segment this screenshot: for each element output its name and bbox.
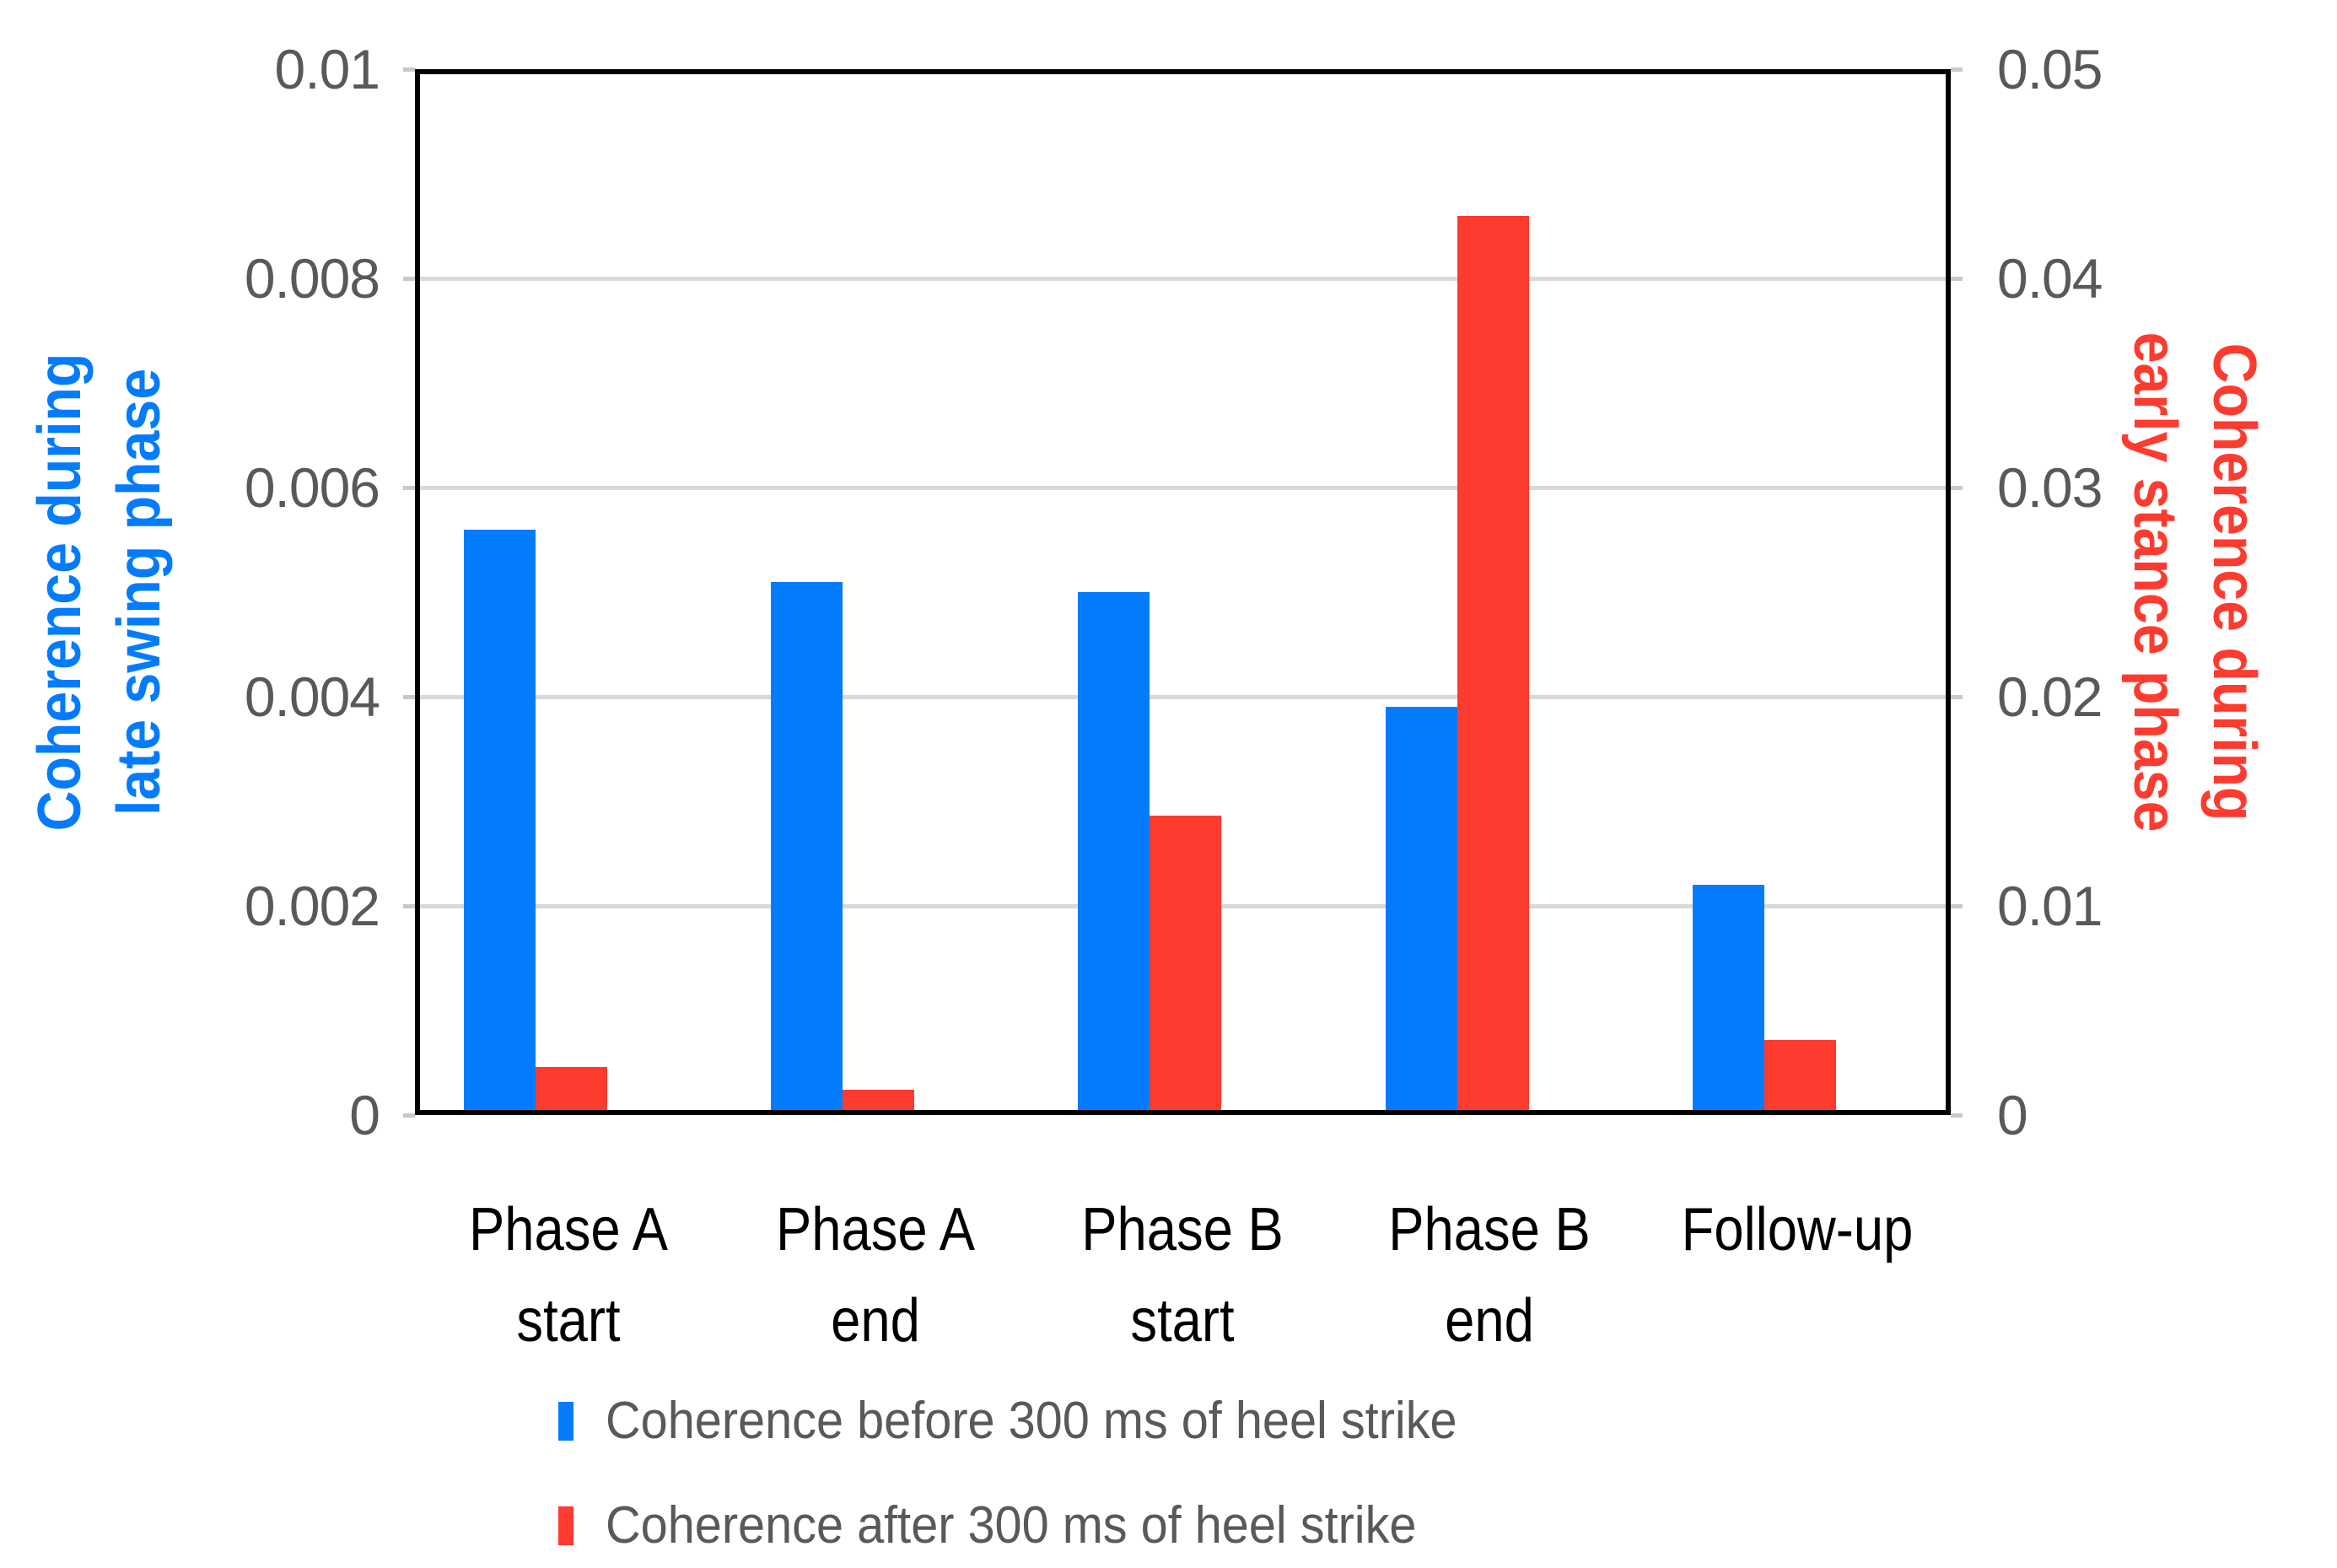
- bar-after-cat4: [1764, 1039, 1836, 1115]
- bar-before-cat0: [464, 529, 536, 1115]
- x-label-phase-a-start: Phase A start: [469, 1184, 668, 1366]
- x-label-line1: Phase A: [775, 1196, 976, 1264]
- legend-item-before: Coherence before 300 ms of heel strike: [558, 1391, 1521, 1451]
- x-label-line1: Phase B: [1081, 1196, 1284, 1264]
- right-axis-tick-label: 0.04: [1997, 247, 2103, 310]
- axis-tick-mark: [403, 67, 415, 72]
- right-axis-tick-label: 0: [1997, 1084, 2028, 1146]
- x-label-phase-b-start: Phase B start: [1081, 1184, 1284, 1366]
- x-label-line2: start: [1130, 1287, 1235, 1355]
- bar-after-cat1: [843, 1090, 915, 1115]
- x-label-line2: end: [831, 1287, 920, 1355]
- legend-label-before: Coherence before 300 ms of heel strike: [606, 1392, 1457, 1450]
- legend-marker-red: [558, 1506, 573, 1545]
- axis-tick-mark: [403, 277, 415, 281]
- bar-before-cat3: [1385, 707, 1457, 1115]
- right-axis-title-line1: Coherence during: [2200, 342, 2268, 822]
- axis-tick-mark: [1951, 904, 1963, 908]
- gridline: [415, 277, 1951, 281]
- legend-item-after: Coherence after 300 ms of heel strike: [558, 1495, 1478, 1555]
- left-axis-title: Coherence during late swing phase: [20, 353, 179, 832]
- gridline: [415, 486, 1951, 490]
- axis-tick-mark: [403, 904, 415, 908]
- axis-tick-mark: [1951, 1113, 1963, 1118]
- right-axis-tick-label: 0.05: [1997, 38, 2103, 100]
- legend-marker-blue: [558, 1401, 573, 1441]
- left-axis-title-line2: late swing phase: [105, 368, 173, 816]
- bar-before-cat2: [1078, 592, 1150, 1115]
- x-label-line1: Phase B: [1388, 1196, 1591, 1264]
- axis-tick-mark: [1951, 277, 1963, 281]
- legend-label-after: Coherence after 300 ms of heel strike: [606, 1496, 1417, 1555]
- x-label-line1: Follow-up: [1681, 1196, 1914, 1264]
- axis-tick-mark: [1951, 67, 1963, 72]
- bar-before-cat1: [771, 581, 843, 1115]
- left-axis-tick-label: 0: [349, 1084, 380, 1146]
- left-axis-tick-label: 0.008: [244, 247, 380, 310]
- right-axis-tick-label: 0.01: [1997, 875, 2103, 937]
- right-axis-tick-label: 0.02: [1997, 665, 2103, 728]
- left-axis-tick-label: 0.002: [244, 875, 380, 937]
- right-axis-title-line2: early stance phase: [2121, 331, 2189, 832]
- x-label-line1: Phase A: [468, 1196, 669, 1264]
- bar-before-cat4: [1692, 885, 1764, 1115]
- right-axis-title: Coherence during early stance phase: [2115, 332, 2274, 832]
- x-label-line2: end: [1445, 1287, 1534, 1355]
- axis-tick-mark: [403, 695, 415, 699]
- plot-area: [415, 69, 1951, 1115]
- left-axis-tick-label: 0.004: [244, 665, 380, 728]
- axis-tick-mark: [403, 1113, 415, 1118]
- left-axis-title-line1: Coherence during: [26, 353, 94, 832]
- axis-tick-mark: [403, 486, 415, 490]
- gridline: [415, 695, 1951, 699]
- x-label-phase-b-end: Phase B end: [1388, 1184, 1591, 1366]
- right-axis-tick-label: 0.03: [1997, 456, 2103, 519]
- bar-after-cat0: [536, 1066, 607, 1115]
- x-label-phase-a-end: Phase A end: [776, 1184, 975, 1366]
- axis-tick-mark: [1951, 486, 1963, 490]
- bar-after-cat2: [1150, 816, 1222, 1115]
- left-axis-tick-label: 0.01: [274, 38, 380, 100]
- bar-after-cat3: [1457, 215, 1529, 1115]
- axis-tick-mark: [1951, 695, 1963, 699]
- left-axis-tick-label: 0.006: [244, 456, 380, 519]
- x-label-follow-up: Follow-up: [1682, 1184, 1914, 1275]
- x-label-line2: start: [516, 1287, 621, 1355]
